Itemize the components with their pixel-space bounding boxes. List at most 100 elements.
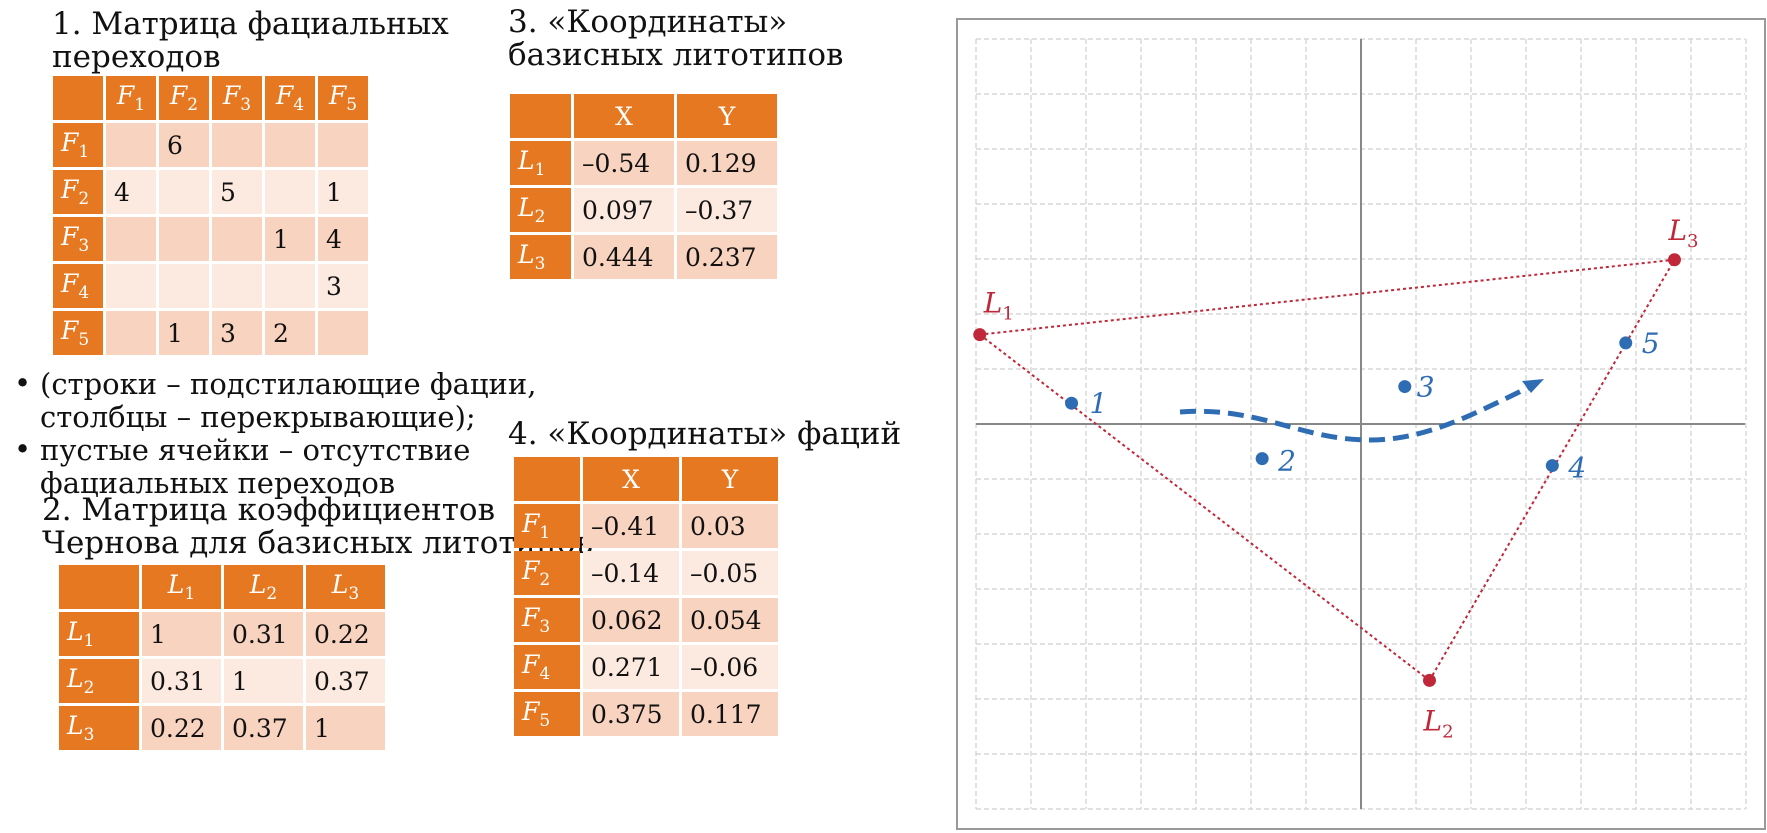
- table-cell: [265, 123, 315, 167]
- table-row: F1 6: [53, 123, 368, 167]
- basis-point: [973, 328, 987, 342]
- facies-point-label: 3: [1417, 371, 1435, 404]
- table-cell: 0.097: [574, 188, 674, 232]
- table-row: L3 0.444 0.237: [510, 235, 777, 279]
- trend-arrow-path: [1179, 384, 1532, 443]
- section3-title-line1: 3. «Координаты»: [508, 4, 788, 40]
- row-header: F3: [53, 217, 103, 261]
- section2-title-line2: Чернова для базисных литотипов: [42, 525, 593, 561]
- table-cell: 1: [159, 311, 209, 355]
- facies-point-label: 5: [1642, 327, 1660, 360]
- trend-arrow-head: [1522, 379, 1544, 393]
- row-header: F5: [53, 311, 103, 355]
- table-cell: [212, 123, 262, 167]
- section3-title-line2: базисных литотипов: [508, 37, 844, 73]
- section4-title: 4. «Координаты» фаций: [508, 416, 902, 452]
- row-header: F4: [514, 645, 580, 689]
- table-cell: 1: [265, 217, 315, 261]
- table-cell: 1: [318, 170, 368, 214]
- table-cell: 0.37: [306, 659, 385, 703]
- table-cell: 1: [306, 706, 385, 750]
- table-cell: 4: [106, 170, 156, 214]
- table-row: L2 0.31 1 0.37: [59, 659, 385, 703]
- facial-transition-matrix: F1 F2 F3 F4 F5 F1 6 F2 4 5 1 F3 1 4 F4 3 F5 1 3 2: [50, 73, 371, 358]
- table-cell: –0.05: [682, 551, 778, 595]
- column-header: L1: [142, 565, 221, 609]
- table-cell: 0.31: [142, 659, 221, 703]
- row-header: L3: [59, 706, 139, 750]
- table-cell: 2: [265, 311, 315, 355]
- table-corner: [59, 565, 139, 609]
- row-header: L1: [510, 141, 571, 185]
- row-header: F1: [53, 123, 103, 167]
- table-cell: [265, 264, 315, 308]
- table-row: F3 0.062 0.054: [514, 598, 778, 642]
- column-header: F3: [212, 76, 262, 120]
- table-cell: –0.14: [583, 551, 679, 595]
- column-header: F2: [159, 76, 209, 120]
- row-header: F1: [514, 504, 580, 548]
- row-header: F2: [514, 551, 580, 595]
- facies-coordinates: X Y F1 –0.41 0.03 F2 –0.14 –0.05 F3 0.062 0.054 F4 0…: [511, 454, 781, 739]
- table-cell: [106, 264, 156, 308]
- column-header: Y: [682, 457, 778, 501]
- facies-point: [1398, 380, 1412, 394]
- table-cell: 1: [142, 612, 221, 656]
- table-cell: 0.117: [682, 692, 778, 736]
- table-cell: 1: [224, 659, 303, 703]
- row-header: L2: [59, 659, 139, 703]
- row-header: L3: [510, 235, 571, 279]
- table-cell: 5: [212, 170, 262, 214]
- table-cell: 0.444: [574, 235, 674, 279]
- triangle-edge: [979, 258, 1675, 336]
- table-cell: [265, 170, 315, 214]
- column-header: F1: [106, 76, 156, 120]
- table-corner: [514, 457, 580, 501]
- table-cell: [318, 311, 368, 355]
- table-corner: [510, 94, 571, 138]
- column-header: F5: [318, 76, 368, 120]
- row-header: F4: [53, 264, 103, 308]
- basis-point-label: L1: [983, 287, 1014, 325]
- facies-point-label: 4: [1567, 452, 1586, 485]
- table-cell: 0.271: [583, 645, 679, 689]
- row-header: L2: [510, 188, 571, 232]
- table-cell: –0.06: [682, 645, 778, 689]
- table-cell: 0.062: [583, 598, 679, 642]
- column-header: L3: [306, 565, 385, 609]
- table-cell: 6: [159, 123, 209, 167]
- table-cell: 3: [212, 311, 262, 355]
- facies-point: [1065, 396, 1079, 410]
- table-cell: 0.237: [677, 235, 777, 279]
- facies-point: [1619, 336, 1633, 350]
- table-cell: [159, 264, 209, 308]
- table-cell: 0.22: [306, 612, 385, 656]
- table-cell: 0.03: [682, 504, 778, 548]
- table-cell: –0.37: [677, 188, 777, 232]
- table-cell: 0.054: [682, 598, 778, 642]
- table-cell: 4: [318, 217, 368, 261]
- basis-triangle: [979, 258, 1676, 682]
- section1-title-line1: 1. Матрица фациальных: [52, 6, 449, 42]
- facies-point-label: 2: [1277, 445, 1296, 478]
- table-cell: –0.54: [574, 141, 674, 185]
- table-row: F5 0.375 0.117: [514, 692, 778, 736]
- table-row: F5 1 3 2: [53, 311, 368, 355]
- table-row: L1 –0.54 0.129: [510, 141, 777, 185]
- table-cell: [159, 217, 209, 261]
- table-cell: [212, 264, 262, 308]
- column-header: X: [583, 457, 679, 501]
- section3-title: 3. «Координаты» базисных литотипов: [508, 6, 844, 72]
- table-cell: [318, 123, 368, 167]
- table-row: F4 3: [53, 264, 368, 308]
- basis-lithotype-coordinates: X Y L1 –0.54 0.129 L2 0.097 –0.37 L3 0.444 0.237: [507, 91, 780, 282]
- section2-title: 2. Матрица коэффициентов Чернова для баз…: [42, 494, 593, 560]
- table-cell: 0.129: [677, 141, 777, 185]
- row-header: F5: [514, 692, 580, 736]
- table-row: F4 0.271 –0.06: [514, 645, 778, 689]
- facies-point: [1545, 459, 1559, 473]
- row-header: F3: [514, 598, 580, 642]
- table-row: L2 0.097 –0.37: [510, 188, 777, 232]
- table-row: F1 –0.41 0.03: [514, 504, 778, 548]
